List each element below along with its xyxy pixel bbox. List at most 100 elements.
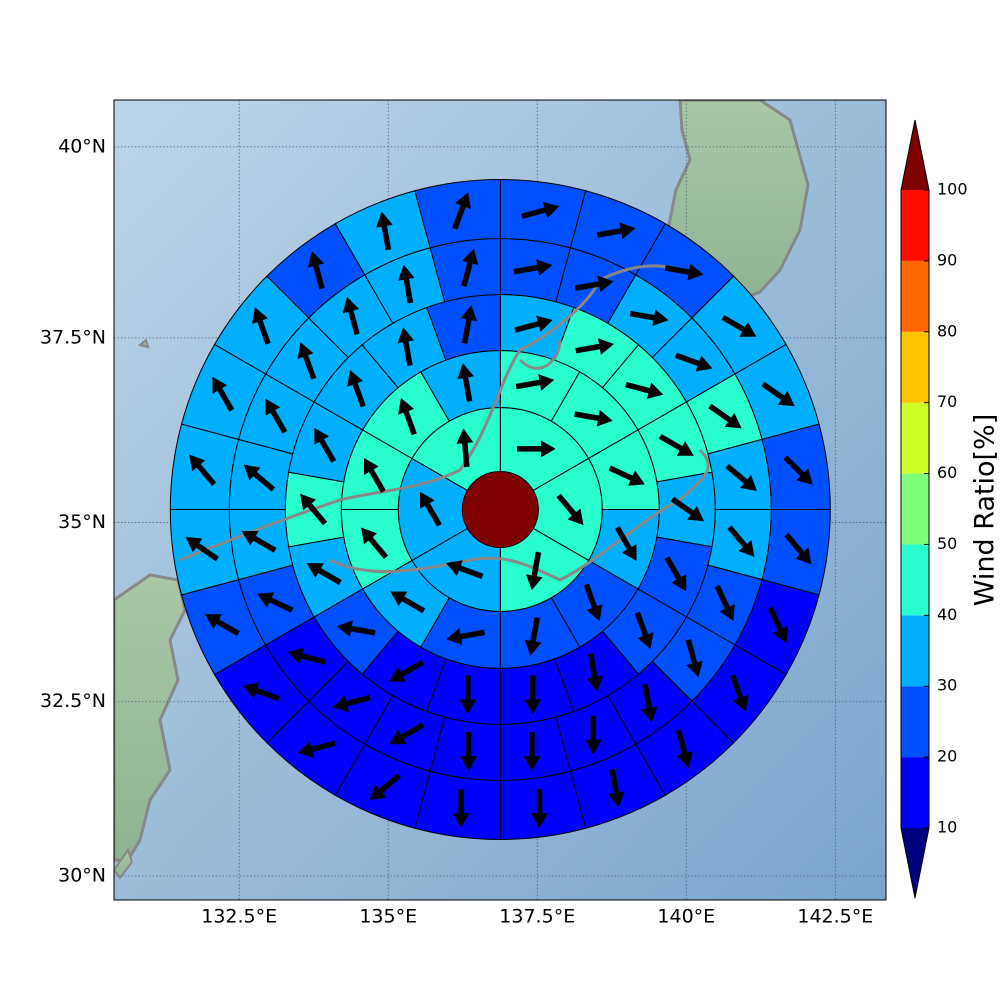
wind-arrow	[658, 434, 694, 456]
wind-arrow	[721, 315, 757, 337]
y-tick-label: 32.5°N	[40, 690, 106, 712]
wind-arrow	[446, 628, 485, 645]
wind-arrow	[459, 675, 477, 715]
wind-arrow	[729, 674, 749, 712]
wind-arrow	[389, 722, 425, 745]
colorbar-segment	[901, 544, 929, 616]
wind-arrow	[185, 536, 219, 562]
wind-arrow	[584, 715, 602, 755]
wind-arrows	[185, 192, 813, 828]
wind-arrow	[674, 352, 713, 372]
wind-arrow	[212, 376, 235, 412]
colorbar-segment	[901, 615, 929, 687]
wind-arrow	[574, 275, 614, 293]
sector-cell	[499, 770, 587, 840]
colorbar-tick-label: 80	[937, 321, 957, 340]
sectors	[169, 178, 831, 840]
wind-arrow	[515, 374, 555, 391]
wind-arrow	[265, 398, 288, 434]
land-island	[114, 847, 134, 880]
wind-arrow	[361, 527, 389, 560]
colorbar-segment	[901, 473, 929, 545]
y-tick-label: 37.5°N	[40, 326, 106, 348]
wind-arrow	[336, 620, 376, 637]
map-frame	[113, 99, 887, 901]
wind-arrow	[524, 675, 542, 715]
wind-arrow	[675, 729, 693, 768]
colorbar-segment	[901, 260, 929, 332]
map-area	[114, 100, 886, 900]
x-tick-label: 137.5°E	[499, 906, 575, 928]
colorbar-segment	[901, 686, 929, 758]
wind-arrow	[342, 296, 360, 336]
colorbar-tick-label: 100	[937, 180, 968, 199]
wind-arrow	[524, 617, 542, 656]
colorbar-tick-label: 40	[937, 605, 957, 624]
wind-arrow	[640, 683, 658, 723]
wind-arrow	[523, 732, 541, 771]
wind-arrow	[287, 647, 326, 665]
wind-arrow	[531, 789, 548, 828]
wind-arrow	[242, 682, 280, 702]
wind-arrow	[664, 556, 687, 592]
wind-arrow	[446, 560, 484, 579]
wind-arrow	[725, 463, 757, 491]
x-tick-label: 142.5°E	[797, 906, 873, 928]
axes: 132.5°E 135°E 137.5°E 140°E 142.5°E 30°N 32.5°…	[40, 135, 873, 927]
wind-arrow	[670, 496, 705, 522]
wind-arrow	[525, 551, 543, 591]
wind-arrow	[521, 201, 560, 219]
y-tick-label: 30°N	[58, 864, 106, 886]
wind-arrow	[517, 440, 556, 458]
colorbar-tick-label: 20	[937, 747, 957, 766]
wind-arrow	[297, 740, 336, 758]
wind-arrow	[452, 192, 471, 230]
wind-arrow	[708, 403, 742, 429]
wind-arrow	[783, 455, 813, 485]
wind-arrow	[452, 789, 470, 828]
colorbar-extend-under	[901, 828, 929, 898]
wind-arrow	[456, 428, 474, 468]
wind-arrow	[300, 493, 328, 526]
colorbar-label: Wind Ratio[%]	[970, 414, 1000, 606]
wind-arrow	[761, 381, 795, 407]
wind-arrow	[460, 305, 478, 344]
wind-arrow	[314, 427, 337, 463]
wind-arrow	[685, 639, 703, 678]
wind-arrow	[398, 264, 415, 304]
land-island	[137, 338, 150, 349]
wind-arrow	[243, 464, 276, 492]
center-circle	[461, 470, 539, 548]
x-tick-label: 132.5°E	[201, 906, 277, 928]
wind-arrow	[189, 454, 217, 487]
colorbar-tick-label: 60	[937, 463, 957, 482]
x-tick-label: 135°E	[359, 906, 417, 928]
colorbar-segment	[901, 190, 929, 261]
wind-arrow	[398, 397, 417, 436]
colorbar-extend-over	[901, 120, 929, 190]
wind-arrow	[252, 307, 271, 345]
wind-arrow	[420, 491, 442, 527]
wind-arrow	[390, 591, 426, 614]
wind-arrow	[625, 381, 664, 399]
colorbar-segment	[901, 402, 929, 474]
wind-arrow	[634, 611, 654, 649]
wind-arrow	[575, 338, 614, 355]
wind-arrow	[397, 327, 415, 366]
wind-arrow	[727, 525, 755, 557]
wind-arrow	[369, 773, 402, 801]
wind-arrow	[307, 251, 325, 290]
wind-arrow	[664, 263, 704, 281]
wind-arrow	[586, 652, 604, 692]
wind-arrow	[363, 457, 386, 493]
wind-arrow	[347, 370, 366, 408]
colorbar-tick-label: 90	[937, 250, 957, 269]
wind-arrow	[583, 583, 603, 622]
wind-arrow	[306, 563, 342, 585]
wind-arrow	[608, 465, 645, 486]
wind-arrow	[513, 259, 553, 276]
wind-arrow	[457, 363, 474, 402]
wind-arrow	[241, 530, 277, 553]
colorbar-tick-label: 50	[937, 534, 957, 553]
